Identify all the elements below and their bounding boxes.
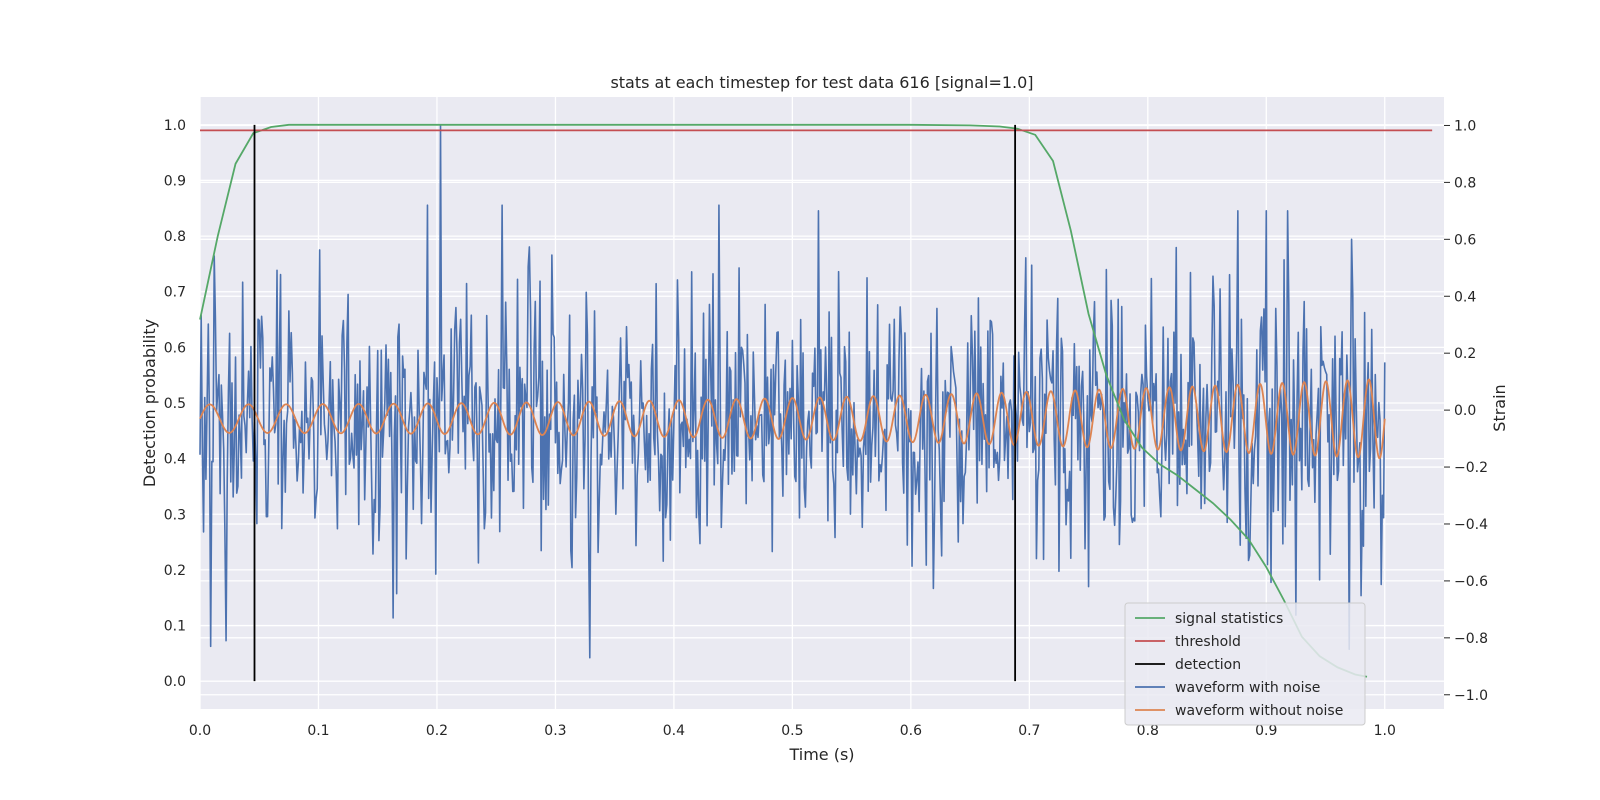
y-tick-label-right: 0.4	[1454, 289, 1476, 305]
x-tick-label: 0.3	[544, 723, 566, 739]
y-tick-label-right: 0.6	[1454, 232, 1476, 248]
y-tick-label-left: 0.8	[164, 229, 186, 245]
y-tick-label-left: 1.0	[164, 118, 186, 134]
x-tick-label: 0.4	[663, 723, 685, 739]
y-tick-label-left: 0.1	[164, 619, 186, 635]
chart-title: stats at each timestep for test data 616…	[610, 73, 1033, 92]
x-tick-label: 0.2	[426, 723, 448, 739]
x-tick-label: 0.6	[900, 723, 922, 739]
y-axis-label-right: Strain	[1490, 384, 1509, 431]
y-tick-label-right: −1.0	[1454, 688, 1488, 704]
y-tick-label-right: 1.0	[1454, 118, 1476, 134]
legend: signal statistics threshold detection wavef…	[1124, 602, 1366, 726]
y-tick-label-left: 0.9	[164, 173, 186, 189]
legend-label-waveform-with-noise: waveform with noise	[1175, 680, 1320, 696]
y-tick-label-right: −0.6	[1454, 574, 1488, 590]
y-tick-label-left: 0.2	[164, 563, 186, 579]
series-signal-statistics	[199, 123, 1368, 678]
left-axis-ticks: 0.0 0.1 0.2 0.3 0.4 0.5 0.6 0.7 0.8 0.9 1.0	[164, 118, 186, 690]
series-layer	[199, 123, 1433, 682]
x-tick-label: 0.0	[189, 723, 211, 739]
x-tick-label: 0.8	[1137, 723, 1159, 739]
legend-label-signal-statistics: signal statistics	[1175, 611, 1283, 627]
x-axis-ticks: 0.0 0.1 0.2 0.3 0.4 0.5 0.6 0.7 0.8 0.9 1.0	[189, 723, 1396, 739]
y-tick-label-right: 0.8	[1454, 175, 1476, 191]
y-tick-label-right: −0.4	[1454, 517, 1488, 533]
y-tick-label-left: 0.0	[164, 674, 186, 690]
x-tick-label: 1.0	[1374, 723, 1396, 739]
series-waveform-with-noise	[199, 124, 1386, 659]
y-tick-label-left: 0.7	[164, 285, 186, 301]
legend-label-threshold: threshold	[1175, 634, 1241, 650]
right-axis-ticks: −1.0 −0.8 −0.6 −0.4 −0.2 0.0 0.2 0.4 0.6 0.8 1.0	[1444, 118, 1488, 704]
x-tick-label: 0.1	[307, 723, 329, 739]
x-tick-label: 0.5	[781, 723, 803, 739]
y-tick-label-right: 0.2	[1454, 346, 1476, 362]
y-tick-label-left: 0.5	[164, 396, 186, 412]
x-axis-label: Time (s)	[788, 745, 854, 764]
x-tick-label: 0.7	[1018, 723, 1040, 739]
x-tick-label: 0.9	[1255, 723, 1277, 739]
legend-label-detection: detection	[1175, 657, 1241, 673]
y-tick-label-left: 0.3	[164, 507, 186, 523]
y-tick-label-left: 0.6	[164, 340, 186, 356]
y-tick-label-left: 0.4	[164, 452, 186, 468]
legend-box	[1124, 602, 1366, 726]
legend-label-waveform-without-noise: waveform without noise	[1175, 703, 1343, 719]
y-tick-label-right: 0.0	[1454, 403, 1476, 419]
series-waveform-without-noise	[199, 378, 1386, 460]
y-tick-label-right: −0.2	[1454, 460, 1488, 476]
y-axis-label-left: Detection probability	[140, 319, 159, 487]
y-tick-label-right: −0.8	[1454, 631, 1488, 647]
